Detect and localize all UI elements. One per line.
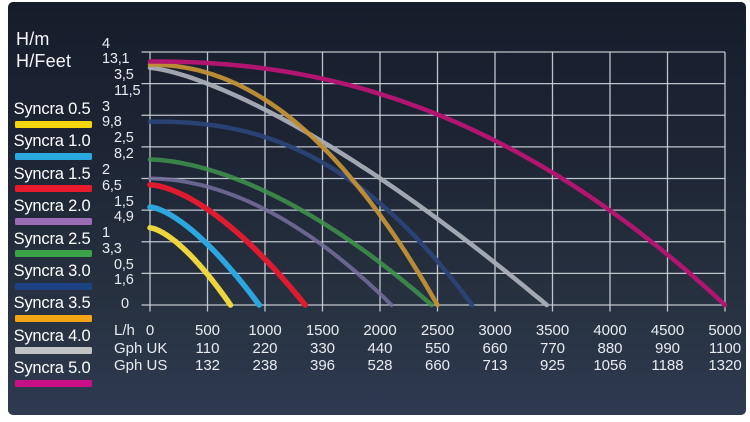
curve-syncra-0-5: [147, 225, 234, 308]
x-tick-label: 880: [597, 339, 623, 357]
y-tick-label: 2,5 8,2: [114, 131, 134, 162]
x-tick-label: 660: [424, 357, 451, 374]
x-tick-label: 2500: [420, 322, 455, 339]
x-tick-label: 4500: [650, 322, 685, 339]
curve-syncra-3-5: [147, 62, 440, 308]
y-tick-label: 3,5 11,5: [114, 67, 141, 99]
x-axis-row-label: L/h: [114, 322, 135, 339]
legend-label-syncra-4-0: Syncra 4.0: [13, 326, 91, 345]
x-tick-label: 5000: [708, 322, 742, 339]
x-tick-label: 528: [367, 357, 393, 374]
legend-label-syncra-1-5: Syncra 1.5: [13, 164, 91, 183]
y-tick-label: 2 6,5: [102, 162, 122, 194]
x-tick-label: 132: [194, 357, 221, 374]
x-tick-label: 0: [145, 322, 155, 339]
y-tick-feet: 11,5: [114, 82, 141, 99]
y-tick-feet: 13,1: [102, 51, 130, 67]
y-tick-meters: 3: [102, 98, 110, 115]
x-tick-label: 2000: [363, 322, 397, 339]
legend-swatch: [15, 347, 92, 355]
x-tick-label: 660: [482, 339, 508, 357]
x-tick-label: 110: [195, 339, 220, 357]
y-tick-meters: 1: [102, 225, 110, 242]
y-tick-meters: 0: [121, 296, 129, 312]
x-tick-label: 440: [367, 339, 393, 357]
x-tick-label: 3500: [535, 322, 570, 339]
legend-swatch: [15, 379, 92, 387]
y-tick-feet: 3,3: [102, 240, 122, 257]
x-tick-label: 238: [252, 357, 278, 374]
curve-syncra-3-0: [147, 119, 475, 308]
x-tick-label: 396: [309, 357, 336, 374]
x-tick-label: 500: [194, 322, 221, 339]
curve-syncra-1-5: [147, 182, 309, 308]
curve-syncra-2-5: [147, 157, 435, 308]
x-axis-row-label: Gph US: [114, 357, 168, 374]
x-tick-label: 1188: [651, 357, 684, 374]
x-tick-label: 770: [539, 339, 566, 357]
y-axis-title-meters: H/m: [16, 29, 50, 49]
y-tick-label: 3 9,8: [102, 98, 122, 131]
y-tick-meters: 2,5: [114, 130, 134, 147]
legend-label-syncra-5-0: Syncra 5.0: [13, 359, 91, 378]
legend-swatch: [15, 152, 92, 160]
y-tick-feet: 9,8: [102, 114, 122, 131]
y-tick-meters: 4: [102, 35, 110, 52]
y-tick-feet: 4,9: [114, 209, 134, 226]
y-tick-label: 0,5 1,6: [114, 256, 134, 289]
x-tick-label: 713: [482, 357, 508, 374]
x-tick-label: 330: [309, 339, 336, 357]
legend-label-syncra-0-5: Syncra 0.5: [13, 100, 91, 118]
legend-swatch: [15, 120, 92, 128]
x-tick-label: 1100: [708, 339, 742, 357]
y-tick-label: 4 13,1: [102, 35, 130, 68]
legend-swatch: [15, 185, 92, 193]
y-tick-meters: 1,5: [114, 193, 134, 210]
curve-syncra-4-0: [147, 65, 550, 308]
x-tick-label: 925: [539, 357, 566, 374]
y-axis-title: H/m H/Feet: [16, 28, 71, 72]
y-tick-label: 1 3,3: [102, 226, 122, 257]
legend-label-syncra-2-5: Syncra 2.5: [13, 229, 91, 248]
y-tick-meters: 3,5: [114, 67, 134, 84]
x-tick-label: 1000: [248, 322, 282, 339]
legend-swatch: [15, 217, 92, 225]
curve-syncra-5-0: [147, 59, 728, 308]
legend-swatch: [15, 314, 92, 322]
y-axis-title-feet: H/Feet: [16, 51, 72, 71]
y-tick-meters: 2: [102, 162, 110, 178]
y-tick-feet: 1,6: [114, 272, 134, 289]
legend-label-syncra-2-0: Syncra 2.0: [13, 197, 91, 216]
y-tick-meters: 0,5: [114, 256, 134, 273]
x-tick-label: 1500: [305, 322, 340, 339]
y-tick-feet: 8,2: [114, 145, 134, 162]
x-axis-row-label: Gph UK: [114, 339, 168, 357]
x-tick-label: 3000: [478, 322, 512, 339]
x-tick-label: 990: [654, 339, 681, 357]
legend-label-syncra-3-0: Syncra 3.0: [13, 262, 91, 280]
legend-swatch: [15, 250, 92, 258]
y-tick-feet: 6,5: [102, 177, 122, 194]
x-tick-label: 220: [252, 339, 278, 357]
x-tick-label: 1056: [593, 357, 627, 374]
y-tick-label: 1,5 4,9: [114, 193, 134, 226]
curve-syncra-2-0: [148, 176, 394, 307]
legend-swatch: [15, 282, 92, 290]
legend-label-syncra-3-5: Syncra 3.5: [13, 294, 91, 313]
y-tick-label: 0: [121, 296, 129, 313]
curve-syncra-1-0: [147, 204, 263, 308]
legend-label-syncra-1-0: Syncra 1.0: [13, 132, 91, 151]
x-tick-label: 4000: [593, 322, 627, 339]
x-tick-label: 550: [424, 339, 451, 357]
x-tick-label: 1320: [708, 357, 742, 374]
